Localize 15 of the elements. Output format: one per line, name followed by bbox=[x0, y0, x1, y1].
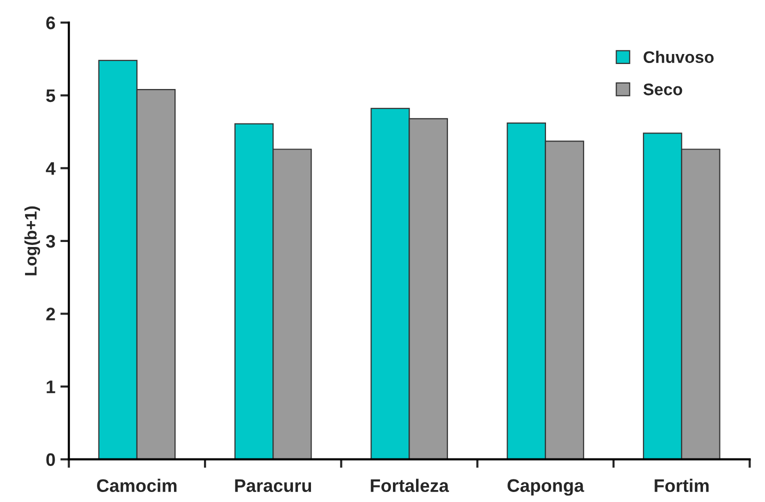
y-tick-label: 4 bbox=[46, 162, 56, 175]
x-tick-label: Fortaleza bbox=[370, 478, 450, 492]
legend-label: Chuvoso bbox=[644, 50, 714, 64]
y-axis-title: Log(b+1) bbox=[24, 206, 40, 276]
legend-label: Seco bbox=[643, 84, 682, 96]
y-tick-label: 6 bbox=[46, 16, 56, 30]
y-tick-label: 0 bbox=[46, 453, 55, 466]
x-tick-label: Paracuru bbox=[235, 479, 312, 492]
x-tick-label: Camocim bbox=[97, 478, 176, 492]
y-tick-label: 5 bbox=[46, 90, 56, 102]
x-tick-label: Caponga bbox=[508, 479, 584, 496]
y-tick-label: 3 bbox=[46, 234, 56, 248]
y-tick-label: 1 bbox=[46, 380, 56, 394]
x-tick-label: Fortim bbox=[654, 478, 709, 492]
y-tick-label: 2 bbox=[46, 308, 55, 320]
